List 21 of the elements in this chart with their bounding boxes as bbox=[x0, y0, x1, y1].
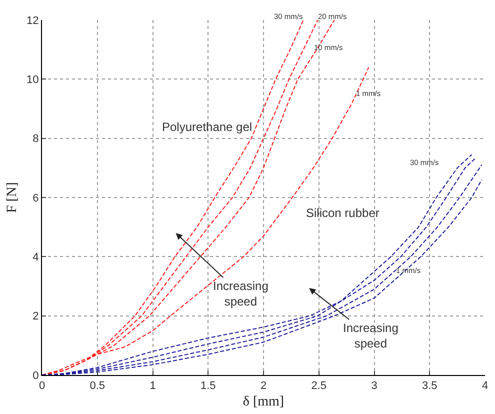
y-tick-label: 6 bbox=[32, 192, 39, 204]
x-tick-label: 2.5 bbox=[311, 380, 327, 392]
y-axis-title: F [N] bbox=[5, 182, 20, 213]
x-tick-label: 4 bbox=[482, 380, 488, 392]
x-tick-label: 1 bbox=[150, 380, 156, 392]
annotation: Increasing speed bbox=[213, 279, 268, 309]
y-tick-label: 4 bbox=[32, 252, 39, 264]
y-tick-label: 10 bbox=[26, 74, 39, 86]
x-tick-label: 1.5 bbox=[200, 380, 216, 392]
x-tick-label: 2 bbox=[260, 380, 267, 392]
y-tick-label: 2 bbox=[32, 310, 39, 323]
annotation: Increasing speed bbox=[343, 321, 398, 351]
annotation: Silicon rubber bbox=[306, 206, 380, 220]
x-tick-label: 3.5 bbox=[422, 380, 438, 392]
y-tick-label: 8 bbox=[32, 133, 39, 146]
y-tick-label: 12 bbox=[26, 14, 39, 27]
x-axis-title: δ [mm] bbox=[242, 394, 284, 410]
x-tick-label: 0.5 bbox=[90, 380, 106, 392]
x-tick-label: 3 bbox=[371, 380, 378, 392]
annotation: Polyurethane gel bbox=[162, 120, 252, 134]
y-tick-label: 0 bbox=[32, 370, 39, 382]
